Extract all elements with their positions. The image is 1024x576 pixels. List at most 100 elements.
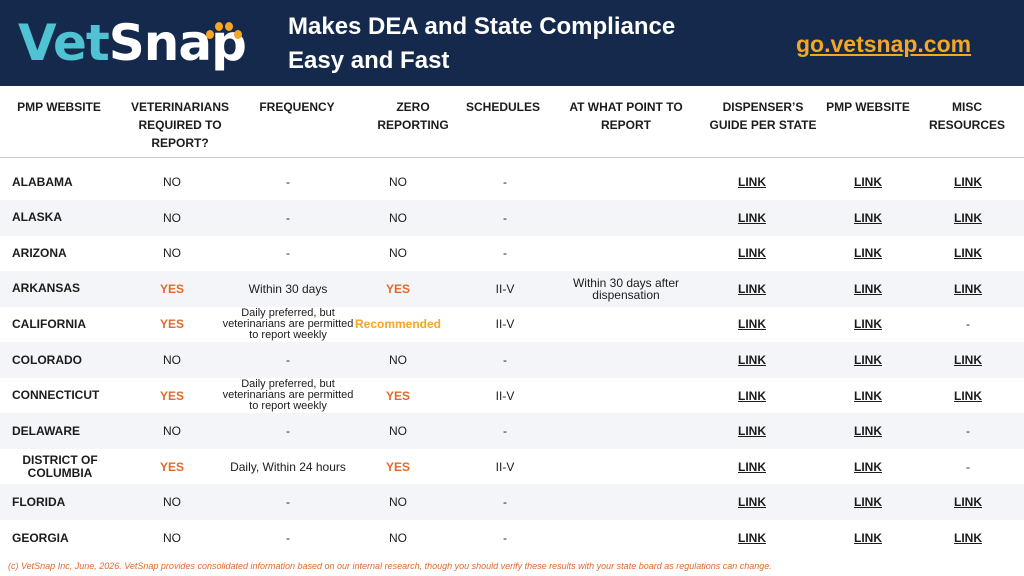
guide-link[interactable]: LINK <box>738 210 766 225</box>
cell-required: NO <box>163 495 181 510</box>
guide-link[interactable]: LINK <box>738 531 766 545</box>
table-row: ARIZONA NO - NO - LINK LINK LINK <box>0 235 1024 271</box>
cell-required: NO <box>163 175 181 189</box>
tagline-line-1: Makes DEA and State Compliance <box>288 13 676 40</box>
pmp-link[interactable]: LINK <box>854 459 882 474</box>
guide-link[interactable]: LINK <box>738 424 766 439</box>
misc-link[interactable]: LINK <box>954 210 982 225</box>
state-name: GEORGIA <box>12 530 69 545</box>
table-row: ARKANSAS YES Within 30 days YES II-V Within 3… <box>0 270 1024 307</box>
state-name: ARKANSAS <box>12 281 81 296</box>
state-name: FLORIDA <box>12 494 66 509</box>
misc-link[interactable]: LINK <box>954 175 982 189</box>
table-row: FLORIDA NO - NO - LINK LINK LINK <box>0 484 1024 521</box>
cell-schedules: - <box>503 531 507 545</box>
cell-zero: YES <box>385 459 410 474</box>
guide-link[interactable]: LINK <box>738 175 766 189</box>
cell-schedules: - <box>503 175 507 189</box>
table-row: ALASKA NO - NO - LINK LINK LINK <box>0 199 1024 236</box>
cell-when <box>560 164 692 200</box>
cell-zero: NO <box>389 246 407 261</box>
table-row: GEORGIA NO - NO - LINK LINK LINK <box>0 520 1024 556</box>
column-header-guide: DISPENSER’S GUIDE PER STATE <box>709 100 817 132</box>
pmp-link[interactable]: LINK <box>854 210 882 225</box>
pmp-link[interactable]: LINK <box>854 353 882 367</box>
pmp-link[interactable]: LINK <box>854 424 882 439</box>
pmp-link[interactable]: LINK <box>854 495 882 510</box>
header-divider <box>0 157 1024 158</box>
pmp-link[interactable]: LINK <box>854 175 882 189</box>
pmp-link[interactable]: LINK <box>854 317 882 332</box>
cell-when <box>560 235 692 271</box>
state-name: ALABAMA <box>12 174 73 189</box>
cell-schedules: - <box>503 246 507 261</box>
guide-link[interactable]: LINK <box>738 317 766 332</box>
cell-when <box>560 306 692 342</box>
cell-required: YES <box>159 317 184 332</box>
tagline-line-2: Easy and Fast <box>288 47 450 74</box>
cell-when <box>560 484 692 520</box>
misc-link[interactable]: LINK <box>954 495 982 510</box>
cell-when <box>560 449 692 485</box>
guide-link[interactable]: LINK <box>738 388 766 403</box>
cell-misc: - <box>966 424 970 439</box>
cell-frequency: - <box>286 531 290 545</box>
cell-when <box>560 342 692 378</box>
column-header-misc: MISC RESOURCES <box>928 100 1005 132</box>
cell-frequency: - <box>286 495 290 510</box>
state-name: DELAWARE <box>12 423 81 438</box>
guide-link[interactable]: LINK <box>738 246 766 261</box>
cell-schedules: II-V <box>495 317 515 332</box>
cell-frequency: - <box>286 210 290 225</box>
cell-frequency: - <box>286 175 290 189</box>
cell-zero: YES <box>385 281 410 296</box>
misc-link[interactable]: LINK <box>954 246 982 261</box>
cell-when <box>560 520 692 556</box>
cell-schedules: - <box>503 495 507 510</box>
cell-schedules: - <box>503 210 507 225</box>
cell-zero: YES <box>385 388 410 403</box>
state-name: CONNECTICUT <box>12 388 100 403</box>
cell-frequency: Daily, Within 24 hours <box>230 459 346 474</box>
cell-required: YES <box>159 388 184 403</box>
cell-required: YES <box>159 281 184 296</box>
cell-zero: NO <box>389 495 407 510</box>
guide-link[interactable]: LINK <box>738 281 766 296</box>
cell-frequency: Daily preferred, but veterinarians are p… <box>222 378 354 413</box>
cell-schedules: II-V <box>495 281 515 296</box>
table-row: DISTRICT OF COLUMBIA YES Daily, Within 24 … <box>0 449 1024 485</box>
cell-required: NO <box>163 424 181 439</box>
pmp-link[interactable]: LINK <box>854 388 882 403</box>
paw-icon <box>204 20 244 46</box>
column-header-zero: ZERO REPORTING <box>377 100 449 132</box>
cell-frequency: Within 30 days <box>248 281 328 296</box>
site-link[interactable]: go.vetsnap.com <box>796 31 972 57</box>
state-name: CALIFORNIA <box>12 316 86 331</box>
guide-link[interactable]: LINK <box>738 495 766 510</box>
cell-schedules: - <box>503 424 507 439</box>
table-row: ALABAMA NO - NO - LINK LINK LINK <box>0 164 1024 200</box>
cell-when <box>560 413 692 449</box>
column-header-state: PMP WEBSITE <box>17 100 101 114</box>
state-name: ALASKA <box>12 210 62 225</box>
cell-zero: NO <box>389 531 407 545</box>
cell-frequency: Daily preferred, but veterinarians are p… <box>222 306 354 341</box>
misc-link[interactable]: LINK <box>954 281 982 296</box>
column-header-required: VETERINARIANS REQUIRED TO REPORT? <box>130 100 229 150</box>
guide-link[interactable]: LINK <box>738 353 766 367</box>
misc-link[interactable]: LINK <box>954 531 982 545</box>
guide-link[interactable]: LINK <box>738 459 766 474</box>
cell-when <box>560 378 692 414</box>
pmp-link[interactable]: LINK <box>854 246 882 261</box>
misc-link[interactable]: LINK <box>954 353 982 367</box>
cell-misc: - <box>966 317 970 332</box>
cell-required: NO <box>163 353 181 367</box>
column-header-frequency: FREQUENCY <box>259 100 335 114</box>
cell-when: Within 30 days after dispensation <box>572 275 680 302</box>
cell-frequency: - <box>286 246 290 261</box>
pmp-link[interactable]: LINK <box>854 531 882 545</box>
misc-link[interactable]: LINK <box>954 388 982 403</box>
cell-zero: NO <box>389 175 407 189</box>
pmp-link[interactable]: LINK <box>854 281 882 296</box>
cell-required: NO <box>163 210 181 225</box>
